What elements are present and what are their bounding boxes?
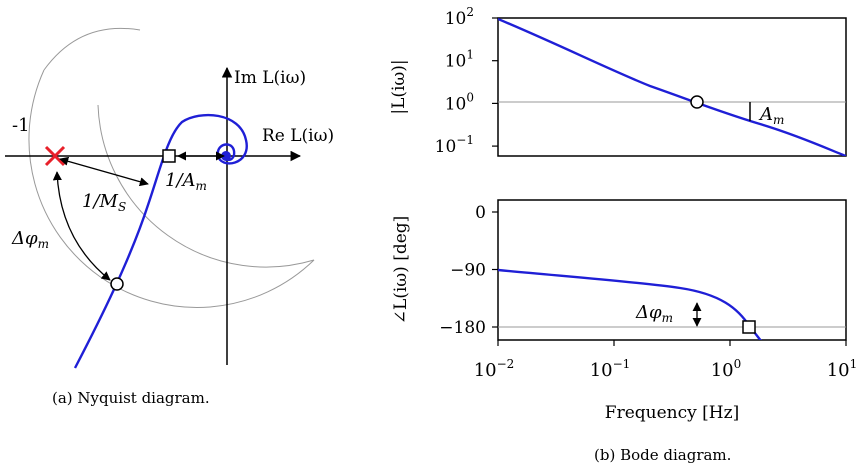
freq-tick-label: 10−2 xyxy=(474,357,515,381)
unit-circle xyxy=(28,69,315,308)
am-label-sub: m xyxy=(196,179,207,193)
bode-am-main: A xyxy=(758,104,773,125)
nyquist-diagram: -1 Im L(iω) Re L(iω) 1/MS 1/Am Δφm (a) N… xyxy=(5,27,334,407)
bode-am-label: Am xyxy=(758,104,784,127)
mag-crossover-circle xyxy=(690,95,704,109)
re-axis-label: Re L(iω) xyxy=(262,126,334,146)
mag-tick-label: 102 xyxy=(445,5,474,29)
gain-margin-square xyxy=(162,149,176,163)
unit-circle-upper xyxy=(43,27,141,71)
am-label: 1/Am xyxy=(165,170,207,193)
phase-margin-arc xyxy=(52,171,111,281)
phase-tick-label: −180 xyxy=(439,318,486,338)
critical-point-label: -1 xyxy=(12,115,30,136)
ms-label: 1/MS xyxy=(82,191,126,214)
nyq-phase-margin-label: Δφm xyxy=(11,228,49,251)
mag-ylabel: |L(iω)| xyxy=(389,59,409,114)
bode-phase-margin-sub: m xyxy=(662,311,673,325)
nyquist-caption: (a) Nyquist diagram. xyxy=(52,389,210,407)
bode-xlabel: Frequency [Hz] xyxy=(605,403,739,423)
phase-tick-group: 0 −90 −180 xyxy=(439,203,498,338)
phase-crossing-circle xyxy=(110,277,124,291)
bode-phase-margin-label: Δφm xyxy=(635,302,673,325)
bode-am-sub: m xyxy=(773,113,784,127)
am-label-main: 1/A xyxy=(165,170,196,191)
im-axis-label: Im L(iω) xyxy=(234,68,306,88)
mag-tick-label: 10−1 xyxy=(435,133,474,157)
mag-frame xyxy=(497,17,847,157)
nyq-phase-margin-sub: m xyxy=(38,237,49,251)
phase-tick-label: −90 xyxy=(450,261,486,281)
bode-phase-margin-main: Δφ xyxy=(635,302,662,323)
freq-tick-label: 100 xyxy=(711,357,742,381)
mag-curve xyxy=(498,18,846,156)
phase-ylabel: ∠L(iω) [deg] xyxy=(391,216,411,325)
mag-tick-group: 102 101 100 10−1 xyxy=(435,5,498,157)
phase-curve xyxy=(498,268,762,340)
nyq-phase-margin-main: Δφ xyxy=(11,228,38,249)
freq-tick-label: 10−1 xyxy=(590,357,631,381)
freq-tick-group: 10−2 10−1 100 101 xyxy=(474,340,858,381)
phase-tick-label: 0 xyxy=(475,203,486,223)
ms-label-sub: S xyxy=(118,200,126,214)
nyquist-curve xyxy=(73,113,248,369)
bode-caption: (b) Bode diagram. xyxy=(594,446,731,464)
mag-tick-label: 100 xyxy=(445,90,474,114)
ms-label-main: 1/M xyxy=(82,191,119,212)
ms-arrow xyxy=(59,156,149,187)
phase-crossing-square xyxy=(742,320,756,334)
mag-tick-label: 101 xyxy=(445,48,474,72)
freq-tick-label: 101 xyxy=(827,357,858,381)
